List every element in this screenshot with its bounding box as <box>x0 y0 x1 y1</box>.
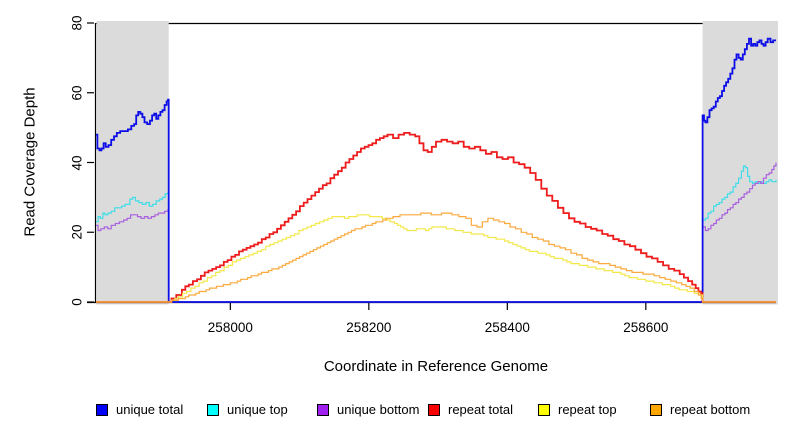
legend-item-unique-bottom: unique bottom <box>317 402 420 417</box>
legend-label: repeat total <box>448 402 514 417</box>
legend-label: repeat top <box>558 402 617 417</box>
x-tick-label: 258200 <box>346 320 392 335</box>
legend-swatch-icon <box>96 403 108 416</box>
legend-label: repeat bottom <box>670 402 751 417</box>
y-tick-label: 0 <box>69 298 85 306</box>
x-tick-label: 258400 <box>484 320 530 335</box>
series-line-repeat-total <box>96 132 776 303</box>
legend-swatch-icon <box>538 403 550 416</box>
y-tick-label: 80 <box>69 15 85 31</box>
legend-swatch-icon <box>207 403 219 416</box>
legend-item-repeat-total: repeat total <box>428 402 514 417</box>
series-line-repeat-top <box>96 214 776 303</box>
y-tick-label: 20 <box>69 224 85 240</box>
legend-label: unique top <box>227 402 288 417</box>
legend-item-unique-top: unique top <box>207 402 288 417</box>
x-tick-label: 258600 <box>623 320 669 335</box>
legend-label: unique bottom <box>337 402 420 417</box>
legend-swatch-icon <box>317 403 329 416</box>
plot-box <box>96 22 777 302</box>
legend-label: unique total <box>116 402 184 417</box>
legend-swatch-icon <box>650 403 662 416</box>
legend-swatch-icon <box>428 403 440 416</box>
shaded-flank-region <box>96 21 169 305</box>
x-axis-title: Coordinate in Reference Genome <box>323 358 549 375</box>
y-tick-label: 60 <box>69 85 85 101</box>
y-tick-label: 40 <box>69 154 85 171</box>
legend-item-repeat-bottom: repeat bottom <box>650 402 751 417</box>
legend-item-repeat-top: repeat top <box>538 402 617 417</box>
series-line-unique-total <box>96 37 776 303</box>
y-axis-title: Read Coverage Depth <box>21 87 39 237</box>
x-tick-label: 258000 <box>207 320 253 335</box>
shaded-flank-region <box>702 21 778 305</box>
series-line-repeat-bottom <box>96 212 776 303</box>
legend-item-unique-total: unique total <box>96 402 184 417</box>
